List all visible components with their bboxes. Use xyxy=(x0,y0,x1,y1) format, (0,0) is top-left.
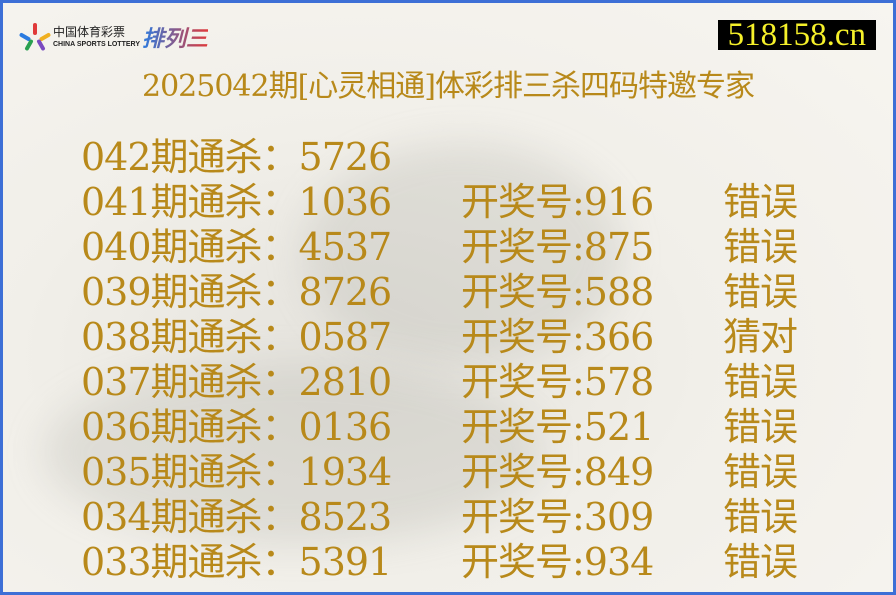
draw-number: 开奖号:366 xyxy=(461,315,654,359)
result: 错误 xyxy=(723,405,798,449)
list-item: 034期通杀：8523 开奖号:309 错误 xyxy=(81,495,798,540)
draw-number: 开奖号:309 xyxy=(461,495,654,539)
logo-cn-text: 中国体育彩票 xyxy=(53,25,126,39)
logo-mark-icon xyxy=(18,23,52,52)
logo-en-text: CHINA SPORTS LOTTERY xyxy=(53,41,140,48)
draw-number: 开奖号:849 xyxy=(461,450,654,494)
draw-number: 开奖号:916 xyxy=(461,180,654,224)
list-item: 037期通杀：2810 开奖号:578 错误 xyxy=(81,360,798,405)
list-item: 035期通杀：1934 开奖号:849 错误 xyxy=(81,450,798,495)
issue-kill: 039期通杀：8726 xyxy=(81,270,392,314)
list-item: 038期通杀：0587 开奖号:366 猜对 xyxy=(81,315,798,360)
list-item: 036期通杀：0136 开奖号:521 错误 xyxy=(81,405,798,450)
lottery-logo: 中国体育彩票 CHINA SPORTS LOTTERY 排列三 xyxy=(18,21,208,53)
draw-number: 开奖号:588 xyxy=(461,270,654,314)
logo-game-text: 排列三 xyxy=(142,21,208,53)
list-item: 041期通杀：1036 开奖号:916 错误 xyxy=(81,180,798,225)
list-item: 040期通杀：4537 开奖号:875 错误 xyxy=(81,225,798,270)
background-painting-mist xyxy=(43,363,543,543)
issue-kill: 038期通杀：0587 xyxy=(81,315,392,359)
draw-number: 开奖号:521 xyxy=(461,405,654,449)
background-painting xyxy=(303,143,623,363)
result: 错误 xyxy=(723,450,798,494)
issue-kill: 037期通杀：2810 xyxy=(81,360,392,404)
result: 错误 xyxy=(723,225,798,269)
prediction-list: 042期通杀：5726 041期通杀：1036 开奖号:916 错误 040期通杀：… xyxy=(81,135,798,585)
list-item: 042期通杀：5726 xyxy=(81,135,797,180)
list-item: 033期通杀：5391 开奖号:934 错误 xyxy=(81,540,798,585)
issue-kill: 041期通杀：1036 xyxy=(81,180,392,224)
result: 错误 xyxy=(723,270,798,314)
issue-kill: 040期通杀：4537 xyxy=(81,225,392,269)
draw-number: 开奖号:875 xyxy=(461,225,654,269)
issue-kill: 034期通杀：8523 xyxy=(81,495,392,539)
draw-number: 开奖号:578 xyxy=(461,360,654,404)
result: 错误 xyxy=(723,540,798,584)
issue-kill: 033期通杀：5391 xyxy=(81,540,392,584)
issue-kill: 035期通杀：1934 xyxy=(81,450,392,494)
result: 错误 xyxy=(723,360,798,404)
draw-number: 开奖号:934 xyxy=(461,540,654,584)
list-item: 039期通杀：8726 开奖号:588 错误 xyxy=(81,270,798,315)
result: 猜对 xyxy=(723,315,798,359)
site-badge: 518158.cn xyxy=(717,19,876,52)
issue-kill: 042期通杀：5726 xyxy=(81,135,392,179)
result: 错误 xyxy=(723,495,798,539)
result: 错误 xyxy=(723,180,798,224)
page-title: 2025042期[心灵相通]体彩排三杀四码特邀专家 xyxy=(141,69,755,104)
issue-kill: 036期通杀：0136 xyxy=(81,405,392,449)
